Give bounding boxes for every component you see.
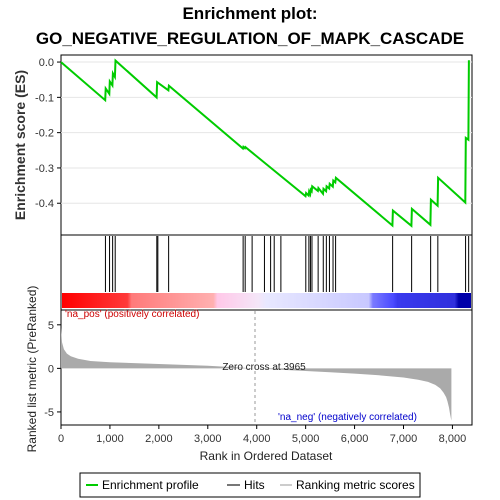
enrichment-panel: 0.0 -0.1 -0.2 -0.3 -0.4 Enrichment score (ES… xyxy=(12,54,473,236)
enrichment-plot-frame xyxy=(60,54,473,236)
enrichment-y-tick-label: 0.0 xyxy=(39,57,54,69)
ranked-x-tick-label: 5,000 xyxy=(292,433,320,445)
enrichment-y-gridlines xyxy=(61,61,472,204)
ranked-x-tick-label: 1,000 xyxy=(96,433,124,445)
ranked-list-y-ticks: 5 0 -5 xyxy=(44,320,61,419)
enrichment-y-tick-label: -0.3 xyxy=(35,163,54,175)
enrichment-y-tick-label: -0.2 xyxy=(35,128,54,140)
ranked-x-tick-label: 6,000 xyxy=(341,433,369,445)
negatively-correlated-label: 'na_neg' (negatively correlated) xyxy=(278,412,417,423)
ranked-y-tick-label: -5 xyxy=(44,407,54,419)
legend: Enrichment profile Hits Ranking metric s… xyxy=(79,472,421,498)
legend-label-enrichment: Enrichment profile xyxy=(102,478,199,492)
enrichment-y-tick-label: -0.1 xyxy=(35,92,54,104)
ranked-y-tick-label: 5 xyxy=(48,320,54,332)
chart-title: Enrichment plot: xyxy=(182,4,317,23)
ranked-list-panel: 5 0 -5 0 1,000 2,000 3,000 4,000 5,000 6,000 7,00… xyxy=(25,286,473,463)
chart-subtitle: GO_NEGATIVE_REGULATION_OF_MAPK_CASCADE xyxy=(36,29,464,48)
ranked-x-tick-label: 0 xyxy=(58,433,64,445)
positively-correlated-label: 'na_pos' (positively correlated) xyxy=(65,309,199,320)
enrichment-y-tick-label: -0.4 xyxy=(35,198,54,210)
zero-cross-label: Zero cross at 3965 xyxy=(222,362,306,373)
ranking-color-bar xyxy=(62,293,471,308)
hit-markers xyxy=(104,236,470,292)
legend-frame xyxy=(79,472,421,498)
enrichment-y-ticks: 0.0 -0.1 -0.2 -0.3 -0.4 xyxy=(35,57,61,210)
enrichment-y-label: Enrichment score (ES) xyxy=(12,70,28,220)
ranked-x-tick-label: 8,000 xyxy=(439,433,467,445)
ranked-list-x-label: Rank in Ordered Dataset xyxy=(200,449,333,463)
enrichment-profile-line xyxy=(60,58,470,228)
ranked-x-tick-label: 2,000 xyxy=(145,433,173,445)
hits-panel xyxy=(60,234,473,311)
ranked-x-tick-label: 4,000 xyxy=(243,433,271,445)
legend-label-hits: Hits xyxy=(244,478,265,492)
ranked-y-tick-label: 0 xyxy=(48,363,54,375)
ranked-x-tick-label: 3,000 xyxy=(194,433,222,445)
ranked-list-y-label: Ranked list metric (PreRanked) xyxy=(25,286,39,453)
legend-label-ranking: Ranking metric scores xyxy=(296,478,415,492)
ranked-x-tick-label: 7,000 xyxy=(390,433,418,445)
ranked-list-x-ticks: 0 1,000 2,000 3,000 4,000 5,000 6,000 7,000 8,00… xyxy=(58,425,466,445)
ranking-metric-area xyxy=(61,327,452,421)
